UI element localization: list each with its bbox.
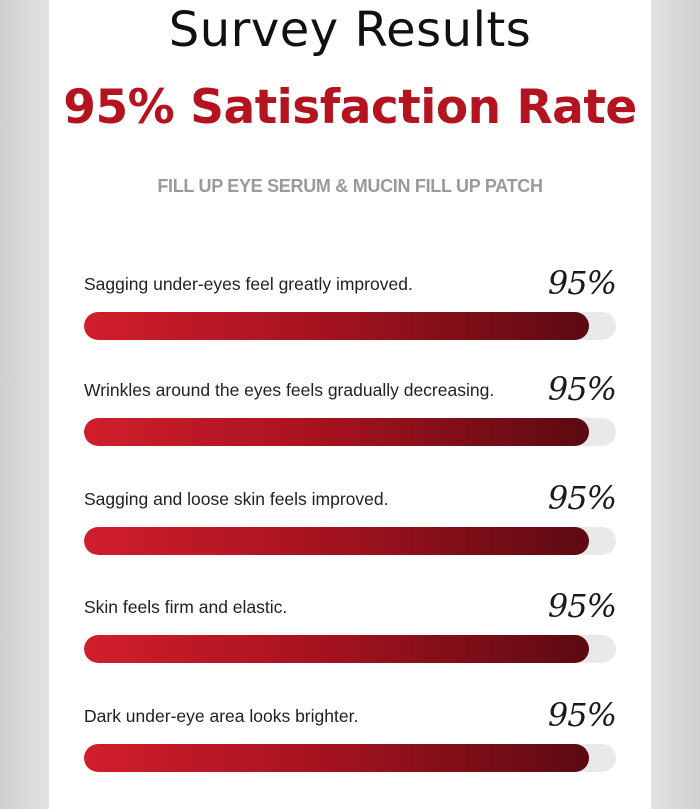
progress-fill: [84, 527, 590, 555]
page-title: Survey Results: [168, 2, 532, 58]
progress-fill: [84, 418, 590, 446]
survey-item: Sagging and loose skin feels improved. 9…: [84, 479, 618, 575]
progress-track: [84, 418, 616, 446]
survey-item-label: Skin feels firm and elastic.: [84, 597, 288, 617]
progress-track: [84, 744, 616, 772]
progress-fill: [84, 312, 590, 340]
survey-item: Skin feels firm and elastic. 95%: [84, 587, 618, 683]
survey-item-label: Dark under-eye area looks brighter.: [84, 706, 359, 726]
survey-item: Dark under-eye area looks brighter. 95%: [84, 696, 618, 792]
progress-track: [84, 527, 616, 555]
survey-item: Sagging under-eyes feel greatly improved…: [84, 264, 618, 360]
survey-item-label: Sagging under-eyes feel greatly improved…: [84, 274, 413, 294]
progress-track: [84, 312, 616, 340]
survey-item-percent: 95%: [547, 696, 617, 734]
survey-item-percent: 95%: [547, 479, 617, 517]
survey-item-percent: 95%: [547, 587, 617, 625]
progress-track: [84, 635, 616, 663]
product-subtitle: FILL UP EYE SERUM & MUCIN FILL UP PATCH: [157, 176, 543, 196]
progress-fill: [84, 744, 590, 772]
survey-item-percent: 95%: [547, 370, 617, 408]
survey-item-label: Wrinkles around the eyes feels gradually…: [84, 380, 495, 400]
progress-fill: [84, 635, 590, 663]
survey-item-label: Sagging and loose skin feels improved.: [84, 489, 389, 509]
satisfaction-headline: 95% Satisfaction Rate: [63, 80, 637, 135]
content-panel: [49, 0, 651, 809]
survey-item: Wrinkles around the eyes feels gradually…: [84, 370, 618, 466]
survey-item-percent: 95%: [547, 264, 617, 302]
